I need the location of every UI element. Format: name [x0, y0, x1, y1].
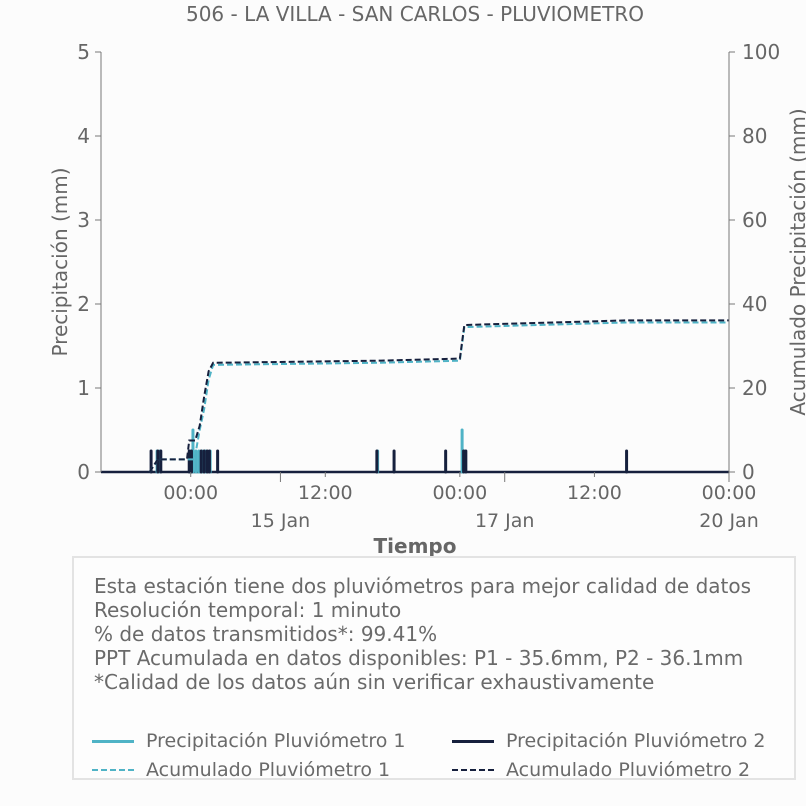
legend-swatch-dashed	[452, 769, 494, 771]
y-tick-label-right: 0	[742, 460, 755, 484]
info-line: Esta estación tiene dos pluviómetros par…	[94, 574, 752, 598]
legend-label: Precipitación Pluviómetro 2	[506, 730, 766, 752]
cumulative-line	[148, 321, 729, 473]
info-line: *Calidad de los datos aún sin verificar …	[94, 670, 655, 694]
plot-area: 0 1 2 3 4 5 0 20 40 60 80 100 00:00 12:00 00:00 12:00 00…	[77, 40, 780, 532]
legend-label: Precipitación Pluviómetro 1	[146, 730, 406, 752]
info-line: % de datos transmitidos*: 99.41%	[94, 622, 438, 646]
y-tick-label-right: 100	[742, 40, 780, 64]
x-tick-label: 12:00	[298, 482, 353, 504]
legend-item-p2-precip: Precipitación Pluviómetro 2	[452, 730, 766, 752]
legend-label: Acumulado Pluviómetro 1	[146, 759, 391, 781]
y-tick-label-left: 0	[77, 460, 90, 484]
legend-swatch-dashed	[92, 769, 134, 771]
y-tick-label-left: 2	[77, 292, 90, 316]
y-tick-label-left: 3	[77, 208, 90, 232]
info-line: Resolución temporal: 1 minuto	[94, 598, 402, 622]
legend-item-p1-precip: Precipitación Pluviómetro 1	[92, 730, 406, 752]
y-tick-label-right: 80	[742, 124, 767, 148]
info-text: Esta estación tiene dos pluviómetros par…	[94, 574, 751, 694]
x-tick-label: 00:00	[432, 482, 487, 504]
y-tick-label-right: 20	[742, 376, 767, 400]
y-tick-label-right: 60	[742, 208, 767, 232]
y-tick-label-right: 40	[742, 292, 767, 316]
y-tick-label-left: 4	[77, 124, 90, 148]
y-tick-label-left: 1	[77, 376, 90, 400]
legend-item-p2-acum: Acumulado Pluviómetro 2	[452, 759, 750, 781]
legend-swatch-solid	[452, 739, 494, 743]
info-box: Esta estación tiene dos pluviómetros par…	[72, 556, 796, 781]
y-axis-right-label: Acumulado Precipitación (mm)	[786, 108, 806, 415]
precipitation-chart: 506 - LA VILLA - SAN CARLOS - PLUVIOMETR…	[48, 2, 806, 558]
y-tick-label-left: 5	[77, 40, 90, 64]
x-tick-label: 12:00	[567, 482, 622, 504]
x-axis-label: Tiempo	[374, 534, 457, 558]
x-tick-label-date: 17 Jan	[475, 510, 535, 532]
x-tick-label: 00:00	[163, 482, 218, 504]
legend-label: Acumulado Pluviómetro 2	[506, 759, 751, 781]
cumulative-line	[148, 319, 729, 473]
legend-swatch-solid	[92, 739, 134, 743]
info-line: PPT Acumulada en datos disponibles: P1 -…	[94, 646, 744, 670]
x-tick-label-date: 20 Jan	[699, 510, 759, 532]
x-tick-label: 00:00	[702, 482, 757, 504]
legend-item-p1-acum: Acumulado Pluviómetro 1	[92, 759, 390, 781]
x-tick-label-date: 15 Jan	[251, 510, 311, 532]
chart-title: 506 - LA VILLA - SAN CARLOS - PLUVIOMETR…	[186, 2, 644, 26]
y-axis-left-label: Precipitación (mm)	[48, 167, 72, 356]
